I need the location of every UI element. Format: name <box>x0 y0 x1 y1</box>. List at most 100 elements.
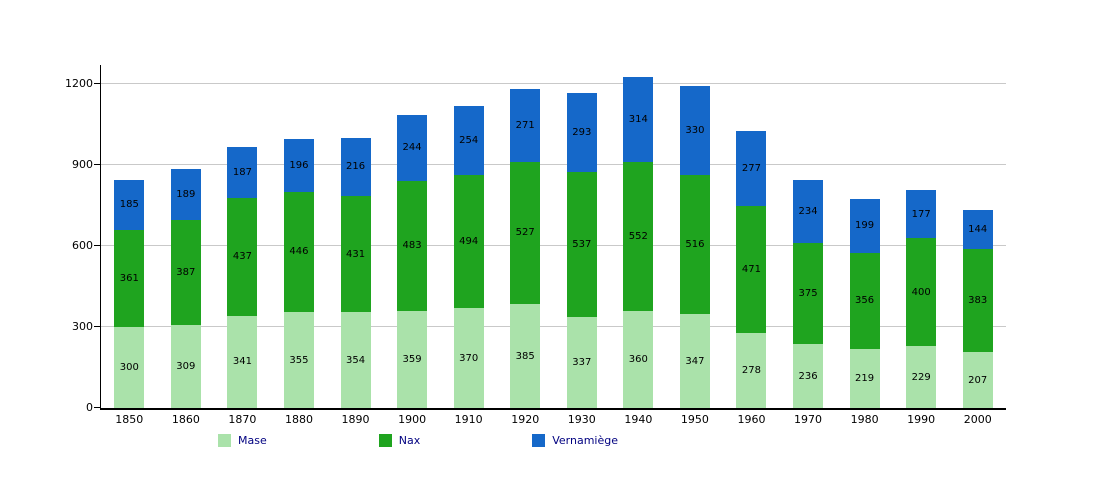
legend-swatch <box>378 434 392 447</box>
segment-value-label: 177 <box>911 208 931 220</box>
gridline <box>101 244 1006 246</box>
segment-value-label: 229 <box>911 371 931 383</box>
bar-segment-nax: 537 <box>566 171 597 317</box>
stacked-bar-1960: 278 471 277 <box>736 130 767 408</box>
y-axis-tick-mark <box>94 244 101 246</box>
segment-value-label: 383 <box>968 294 988 306</box>
segment-value-label: 196 <box>289 159 309 171</box>
x-axis-tick-label: 1900 <box>398 413 427 426</box>
segment-value-label: 471 <box>741 263 762 275</box>
segment-value-label: 431 <box>345 248 366 260</box>
gridline <box>101 82 1006 84</box>
x-axis-tick-label: 1920 <box>511 413 540 426</box>
x-axis-tick-label: 1880 <box>284 413 313 426</box>
bar-segment-nax: 356 <box>849 252 880 349</box>
bar-segment-vernamiège: 234 <box>793 179 824 243</box>
bar-segment-vernamiège: 244 <box>397 114 428 181</box>
segment-value-label: 370 <box>459 352 479 364</box>
segment-value-label: 144 <box>968 223 988 235</box>
legend-item-mase: Mase <box>218 434 267 447</box>
bar-segment-nax: 552 <box>623 161 654 311</box>
bar-segment-vernamiège: 189 <box>170 169 201 221</box>
bar-segment-mase: 309 <box>170 324 201 408</box>
stacked-bar-1940: 360 552 314 <box>623 76 654 408</box>
stacked-bar-1850: 300 361 185 <box>114 179 145 408</box>
segment-value-label: 219 <box>855 372 875 384</box>
x-axis-tick-label: 1870 <box>228 413 257 426</box>
segment-value-label: 354 <box>345 354 366 366</box>
bar-segment-vernamiège: 199 <box>849 198 880 253</box>
segment-value-label: 314 <box>628 113 648 125</box>
legend-label: Nax <box>398 434 421 447</box>
stacked-bar-1920: 385 527 271 <box>510 88 541 408</box>
bar-segment-vernamiège: 254 <box>453 106 484 175</box>
x-axis-tick-label: 1850 <box>115 413 144 426</box>
legend: Mase Nax Vernamiège <box>218 434 618 447</box>
bar-segment-nax: 383 <box>962 248 993 353</box>
x-axis-tick-label: 1980 <box>850 413 879 426</box>
bar-segment-mase: 278 <box>736 332 767 408</box>
stacked-bar-1970: 236 375 234 <box>793 179 824 408</box>
segment-value-label: 446 <box>289 246 309 258</box>
segment-value-label: 254 <box>459 134 479 146</box>
bar-segment-vernamiège: 185 <box>114 179 145 230</box>
bar-segment-vernamiège: 271 <box>510 88 541 162</box>
bar-segment-nax: 483 <box>397 180 428 312</box>
x-axis-tick-label: 1940 <box>624 413 653 426</box>
segment-value-label: 359 <box>402 354 422 366</box>
stacked-bar-1930: 337 537 293 <box>566 92 597 408</box>
bar-segment-vernamiège: 277 <box>736 130 767 206</box>
segment-value-label: 199 <box>855 220 875 232</box>
bar-segment-vernamiège: 177 <box>906 190 937 239</box>
bar-segment-mase: 337 <box>566 316 597 408</box>
bar-segment-vernamiège: 293 <box>566 92 597 172</box>
segment-value-label: 293 <box>572 126 592 138</box>
bar-segment-mase: 229 <box>906 346 937 408</box>
segment-value-label: 527 <box>515 227 535 239</box>
y-axis-tick-mark <box>94 163 101 165</box>
segment-value-label: 300 <box>119 361 139 373</box>
bar-segment-mase: 360 <box>623 310 654 408</box>
bar-segment-nax: 446 <box>283 191 314 313</box>
y-axis-tick-mark <box>94 407 101 408</box>
bar-segment-mase: 385 <box>510 304 541 408</box>
x-axis-tick-label: 1910 <box>454 413 483 426</box>
legend-label: Mase <box>238 434 267 447</box>
stacked-bar-1880: 355 446 196 <box>283 138 314 408</box>
segment-value-label: 187 <box>232 167 252 179</box>
segment-value-label: 361 <box>119 272 139 284</box>
stacked-bar-1870: 341 437 187 <box>227 147 258 408</box>
stacked-bar-2000: 207 383 144 <box>962 209 993 408</box>
x-axis-tick-label: 1990 <box>907 413 936 426</box>
segment-value-label: 483 <box>402 240 422 252</box>
segment-value-label: 341 <box>232 356 252 368</box>
segment-value-label: 244 <box>402 142 422 154</box>
x-axis-tick-label: 1970 <box>794 413 823 426</box>
bar-segment-mase: 359 <box>397 311 428 408</box>
segment-value-label: 375 <box>798 288 818 300</box>
segment-value-label: 309 <box>176 360 196 372</box>
x-axis-tick-label: 2000 <box>963 413 992 426</box>
segment-value-label: 207 <box>968 374 988 386</box>
bar-segment-vernamiège: 187 <box>227 147 258 198</box>
bar-segment-mase: 354 <box>340 312 371 408</box>
bar-segment-vernamiège: 314 <box>623 76 654 162</box>
x-axis-tick-label: 1950 <box>680 413 709 426</box>
bar-segment-nax: 431 <box>340 196 371 313</box>
bar-segment-vernamiège: 330 <box>679 85 710 175</box>
segment-value-label: 355 <box>289 354 309 366</box>
segment-value-label: 337 <box>572 356 592 368</box>
y-axis-tick-label: 600 <box>72 238 93 252</box>
segment-value-label: 189 <box>176 189 196 201</box>
segment-value-label: 277 <box>741 162 762 174</box>
segment-value-label: 494 <box>459 235 479 247</box>
segment-value-label: 400 <box>911 286 931 298</box>
segment-value-label: 387 <box>176 266 196 278</box>
bar-segment-mase: 347 <box>679 314 710 408</box>
segment-value-label: 278 <box>741 364 762 376</box>
bar-segment-nax: 471 <box>736 205 767 333</box>
segment-value-label: 330 <box>685 124 705 136</box>
legend-label: Vernamiège <box>552 434 618 447</box>
gridline <box>101 163 1006 165</box>
segment-value-label: 236 <box>798 370 818 382</box>
